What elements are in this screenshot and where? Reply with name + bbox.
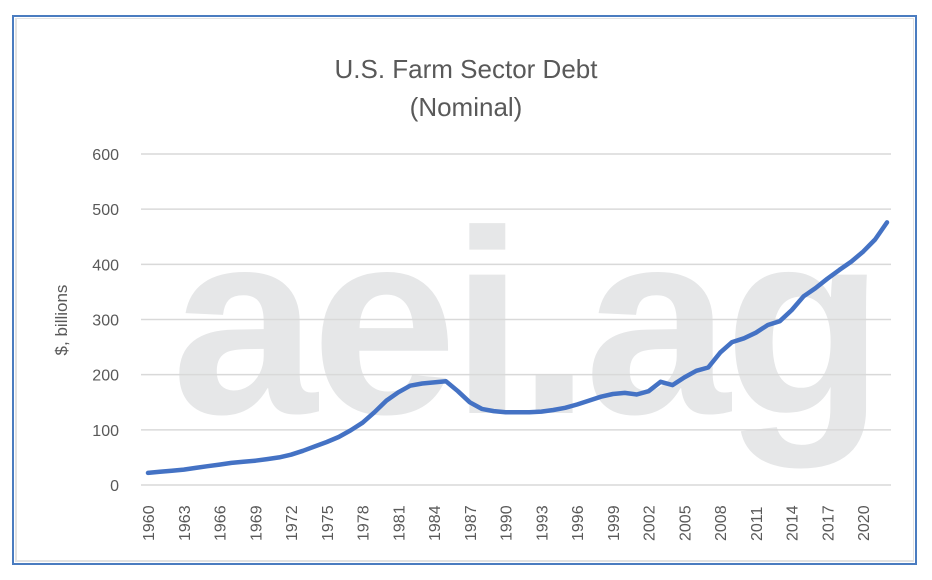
x-tick-label: 1972 (284, 505, 301, 541)
x-tick-label: 1999 (606, 505, 623, 541)
x-tick-label: 1978 (356, 505, 373, 541)
x-tick-label: 2008 (713, 505, 730, 541)
x-tick-label: 1984 (427, 505, 444, 541)
chart-title-line1: U.S. Farm Sector Debt (334, 54, 598, 84)
x-tick-label: 2005 (677, 505, 694, 541)
x-tick-label: 1993 (534, 505, 551, 541)
y-tick-label: 400 (92, 257, 119, 274)
x-tick-label: 1969 (248, 505, 265, 541)
x-axis-ticks: 1960 1963 1966 1969 1972 1975 1978 1981 1984 1987… (141, 505, 873, 541)
x-tick-label: 1996 (570, 505, 587, 541)
x-tick-label: 2011 (749, 506, 766, 541)
y-tick-label: 200 (92, 368, 119, 385)
y-axis-ticks: 0 100 200 300 400 500 600 (92, 147, 119, 495)
x-tick-label: 1966 (213, 505, 230, 541)
x-tick-label: 1990 (499, 505, 516, 541)
x-tick-label: 2014 (785, 505, 802, 541)
x-tick-label: 2002 (642, 505, 659, 541)
y-axis-label: $, billions (52, 285, 71, 356)
x-tick-label: 1987 (463, 505, 480, 541)
x-tick-label: 2020 (856, 505, 873, 541)
x-tick-label: 2017 (820, 505, 837, 541)
gridlines (141, 153, 891, 486)
y-tick-label: 600 (92, 147, 119, 164)
watermark-text: aei.ag (172, 176, 879, 470)
x-tick-label: 1981 (391, 505, 408, 541)
y-tick-label: 500 (92, 202, 119, 219)
x-tick-label: 1960 (141, 505, 158, 541)
series-line-farm-debt (145, 220, 890, 476)
y-tick-label: 100 (92, 423, 119, 440)
x-tick-label: 1975 (320, 505, 337, 541)
y-tick-label: 0 (110, 478, 119, 495)
x-tick-label: 1963 (177, 505, 194, 541)
y-tick-label: 300 (92, 313, 119, 330)
chart-title-line2: (Nominal) (409, 92, 523, 122)
chart-inner-border (15, 18, 914, 562)
